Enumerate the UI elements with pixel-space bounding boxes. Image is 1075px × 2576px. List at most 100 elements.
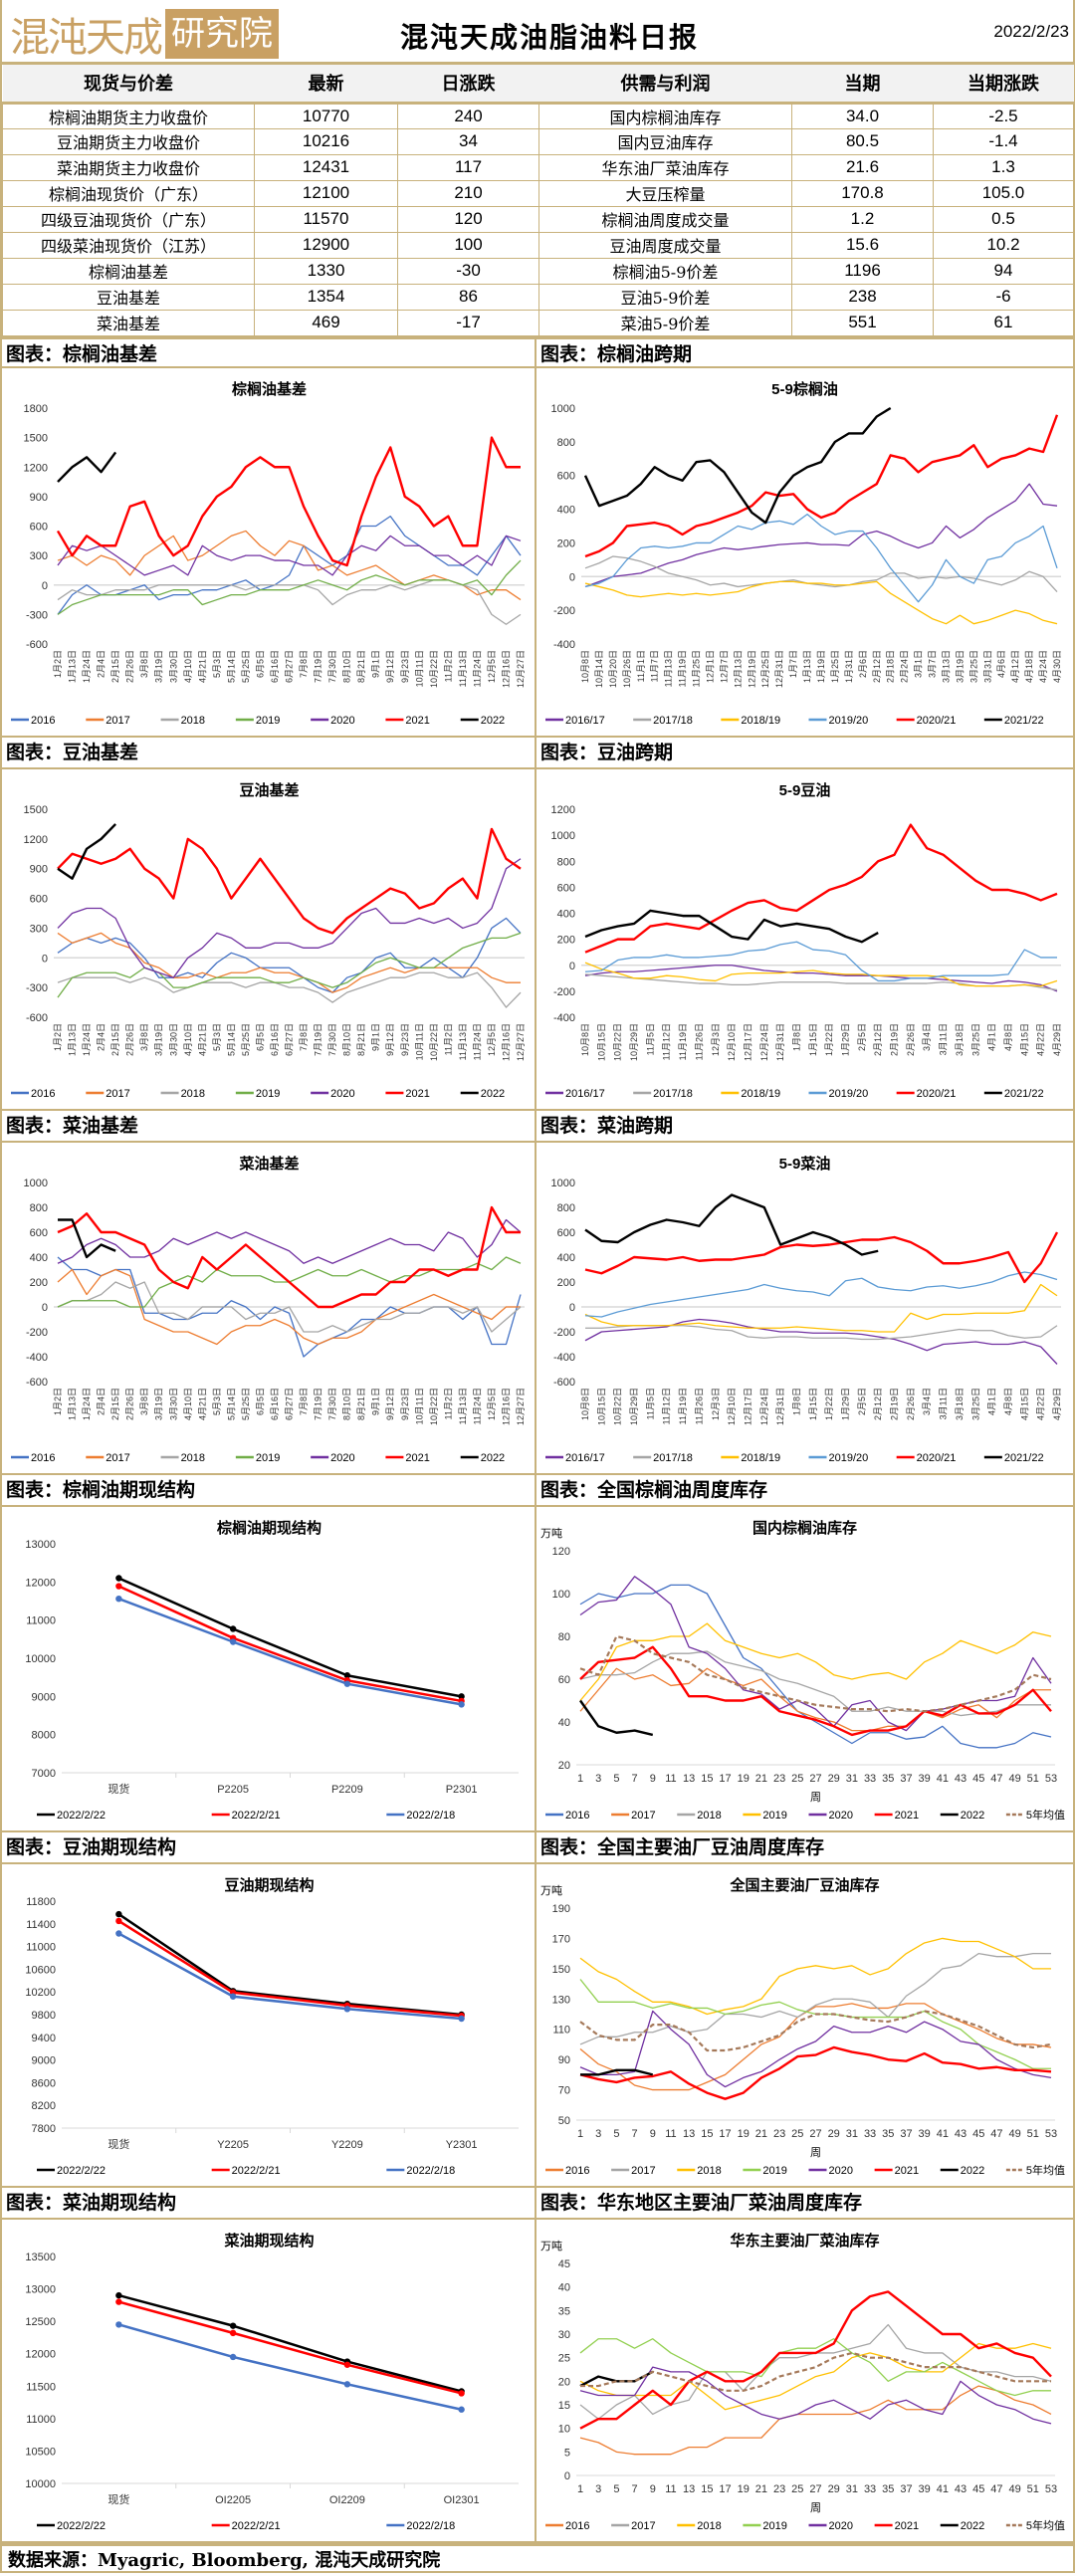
legend-label: 2017/18 — [653, 715, 693, 727]
x-tick-label: 1 — [577, 2128, 583, 2140]
metric-value: 10770 — [254, 103, 398, 129]
x-tick-label: 2月26日 — [125, 650, 135, 683]
series-line-2019 — [579, 2337, 1051, 2396]
metric-value: -1.4 — [933, 128, 1074, 155]
x-tick-label: 11月19日 — [678, 650, 688, 687]
x-tick-label: 21 — [755, 2483, 767, 2495]
x-tick-label: 5月3日 — [212, 650, 222, 678]
series-line-2016 — [579, 2384, 1052, 2455]
x-tick-label: 12月5日 — [487, 1023, 497, 1056]
x-tick-label: 4月22日 — [1036, 1023, 1046, 1056]
y-tick-label: -300 — [26, 609, 48, 621]
x-tick-label: 4月18日 — [1024, 650, 1034, 683]
x-tick-label: 2月19日 — [890, 1023, 900, 1056]
x-tick-label: 8月21日 — [356, 650, 366, 683]
x-tick-label: 11月13日 — [458, 650, 468, 687]
chart-left: 菜油基差 -600 -400 -200 0 200 400 600 800 1000 1月2日 1月1… — [11, 1142, 537, 1473]
y-tick-label: -600 — [553, 1377, 575, 1389]
legend-label: 2020/21 — [917, 1088, 957, 1100]
legend-label: 2022/2/21 — [232, 2165, 281, 2177]
x-tick-label: 2月15日 — [110, 650, 120, 683]
series-line-2020 — [579, 2010, 1052, 2087]
series-line-5年均值 — [579, 1634, 1052, 1712]
x-tick-label: 1月25日 — [830, 650, 840, 683]
metric-value: 80.5 — [791, 128, 934, 155]
series-line-2017/18 — [584, 554, 1058, 592]
x-tick-label: 11月24日 — [472, 1023, 482, 1060]
series-line-2016 — [579, 2002, 1052, 2090]
x-tick-label: 1月24日 — [82, 1023, 92, 1056]
x-tick-label: 12月3日 — [711, 1388, 721, 1420]
legend-label: 2021 — [405, 715, 429, 727]
legend-label: 2018 — [697, 2520, 721, 2532]
y-tick-label: 0 — [564, 2470, 570, 2482]
x-tick-label: 11 — [665, 1773, 676, 1785]
series-line-2020 — [57, 535, 522, 576]
legend-label: 2021 — [895, 2520, 919, 2532]
x-tick-label: Y2205 — [217, 2139, 249, 2151]
data-point — [458, 1700, 465, 1708]
x-tick-label: 9 — [650, 1773, 656, 1785]
x-tick-label: 4月10日 — [183, 650, 193, 683]
x-tick-label: 12月16日 — [501, 1023, 511, 1061]
x-tick-label: 5 — [613, 2483, 619, 2495]
x-tick-label: 6月27日 — [285, 650, 295, 683]
x-tick-label: 4月8日 — [1003, 1023, 1013, 1051]
y-tick-label: 1000 — [551, 1178, 575, 1189]
legend-label: 2017/18 — [653, 1452, 693, 1464]
data-point — [115, 2320, 122, 2328]
legend-label: 2021 — [895, 1810, 919, 1822]
y-tick-label: 13000 — [25, 1539, 56, 1551]
y-tick-label: 200 — [30, 1277, 48, 1289]
series-line-2022 — [580, 2068, 654, 2076]
data-point — [458, 2406, 465, 2413]
chart-left: 菜油期现结构 10000 10500 11000 11500 12000 12500 1300… — [25, 2219, 537, 2541]
legend-label: 2016 — [31, 715, 55, 727]
y-tick-label: 0 — [569, 960, 575, 971]
x-tick-label: 11 — [665, 2128, 676, 2140]
column-header: 供需与利润 — [538, 65, 792, 105]
x-tick-label: 1月8日 — [791, 1023, 801, 1051]
x-tick-label: 3月18日 — [955, 1023, 965, 1056]
y-tick-label: 9800 — [32, 2010, 56, 2022]
series-line-2017 — [57, 932, 521, 993]
section-title-right: 图表：豆油跨期 — [540, 741, 674, 763]
legend-label: 2016 — [565, 1810, 589, 1822]
chart-row: 菜油期现结构 10000 10500 11000 11500 12000 12500 1300… — [2, 2219, 1073, 2543]
x-tick-label: 12月31日 — [775, 1388, 785, 1425]
metric-value: -17 — [397, 310, 539, 336]
x-tick-label: 12月1日 — [705, 650, 715, 683]
x-tick-label: 4月22日 — [1036, 1388, 1046, 1420]
chart-left: 棕榈油基差 -600 -300 0 300 600 900 1200 1500 1800 1月2日 1… — [11, 367, 537, 736]
x-tick-label: 10月22日 — [429, 1023, 439, 1061]
section-title-right: 图表：全国主要油厂豆油周度库存 — [540, 1835, 825, 1858]
x-tick-label: 3 — [595, 1773, 601, 1785]
x-tick-label: 41 — [937, 2128, 949, 2140]
y-tick-label: -400 — [26, 1352, 48, 1364]
metric-name: 菜油期货主力收盘价 — [2, 154, 255, 181]
chart-row: 棕榈油基差 -600 -300 0 300 600 900 1200 1500 1800 1月2日 1… — [2, 367, 1073, 738]
x-tick-label: 12月19日 — [747, 650, 756, 688]
chart-left: 豆油期现结构 7800 8200 8600 9000 9400 9800 10200 10600… — [25, 1863, 537, 2186]
legend-label: 5年均值 — [1026, 1808, 1065, 1822]
legend-label: 2016 — [565, 2520, 589, 2532]
legend-label: 2017 — [631, 2165, 655, 2177]
x-tick-label: 3月19日 — [154, 1388, 164, 1420]
x-tick-label: 1月2日 — [53, 1388, 63, 1415]
table-row: 棕榈油现货价（广东） 12100 210 大豆压榨量 170.8 105.0 — [2, 180, 1074, 207]
x-tick-label: 11月12日 — [662, 1388, 672, 1424]
data-point — [115, 2291, 122, 2298]
x-tick-label: 10月8日 — [580, 1388, 590, 1420]
x-tick-label: 17 — [719, 2483, 731, 2495]
x-tick-label: 4月15日 — [1019, 1388, 1029, 1420]
y-tick-label: 25 — [558, 2352, 570, 2364]
y-tick-label: -200 — [553, 985, 575, 997]
x-tick-label: 1月22日 — [824, 1388, 834, 1420]
y-unit-label: 万吨 — [540, 2240, 562, 2253]
y-tick-label: 11500 — [26, 2381, 56, 2393]
x-tick-label: 41 — [937, 2483, 949, 2495]
x-tick-label: 7 — [632, 2483, 638, 2495]
chart-title: 5-9豆油 — [779, 781, 831, 799]
x-tick-label: 6月16日 — [270, 1388, 280, 1420]
